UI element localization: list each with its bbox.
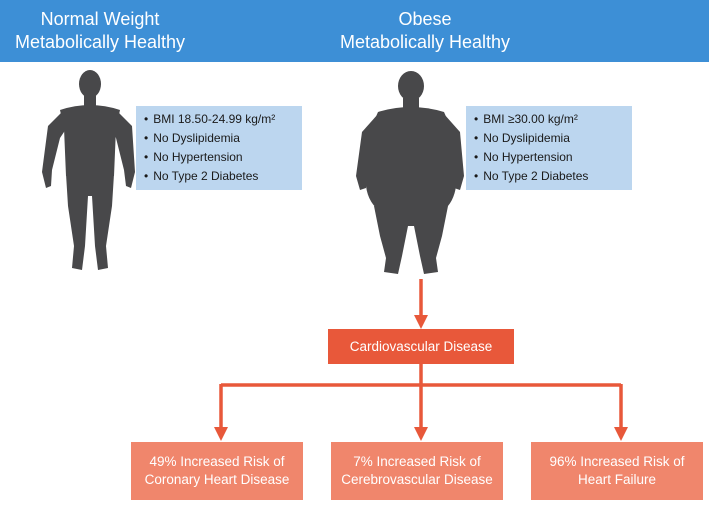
header-banner: Normal Weight Metabolically Healthy Obes…	[0, 0, 709, 62]
normal-weight-title: Normal Weight Metabolically Healthy	[0, 8, 200, 54]
obese-criterion: No Dyslipidemia	[474, 129, 624, 148]
coronary-risk-line-2: Coronary Heart Disease	[144, 472, 290, 487]
normal-weight-criterion: No Type 2 Diabetes	[144, 167, 294, 186]
obese-criterion: No Hypertension	[474, 148, 624, 167]
obese-criteria-box: BMI ≥30.00 kg/m² No Dyslipidemia No Hype…	[466, 106, 632, 190]
normal-weight-title-line-2: Metabolically Healthy	[14, 32, 186, 52]
cardiovascular-disease-label: Cardiovascular Disease	[349, 339, 493, 354]
obese-title-line-2: Metabolically Healthy	[339, 32, 511, 52]
obese-criterion: No Type 2 Diabetes	[474, 167, 624, 186]
coronary-risk-box: 49% Increased Risk of Coronary Heart Dis…	[131, 442, 303, 500]
cerebrovascular-risk-line-1: 7% Increased Risk of	[353, 454, 481, 469]
cerebrovascular-risk-line-2: Cerebrovascular Disease	[341, 472, 493, 487]
obese-title: Obese Metabolically Healthy	[320, 8, 530, 54]
cerebrovascular-risk-box: 7% Increased Risk of Cerebrovascular Dis…	[331, 442, 503, 500]
normal-weight-criterion: No Dyslipidemia	[144, 129, 294, 148]
normal-weight-criterion: No Hypertension	[144, 148, 294, 167]
heart-failure-risk-box: 96% Increased Risk of Heart Failure	[531, 442, 703, 500]
normal-weight-title-line-1: Normal Weight	[40, 9, 160, 29]
heart-failure-risk-line-1: 96% Increased Risk of	[549, 454, 685, 469]
normal-weight-criteria-box: BMI 18.50-24.99 kg/m² No Dyslipidemia No…	[136, 106, 302, 190]
obese-title-line-1: Obese	[398, 9, 452, 29]
normal-weight-silhouette-icon	[42, 70, 135, 270]
heart-failure-risk-line-2: Heart Failure	[577, 472, 657, 487]
obese-criterion: BMI ≥30.00 kg/m²	[474, 110, 624, 129]
coronary-risk-line-1: 49% Increased Risk of	[149, 454, 285, 469]
obese-silhouette-icon	[356, 71, 464, 274]
cardiovascular-disease-box: Cardiovascular Disease	[328, 329, 514, 364]
normal-weight-criterion: BMI 18.50-24.99 kg/m²	[144, 110, 294, 129]
